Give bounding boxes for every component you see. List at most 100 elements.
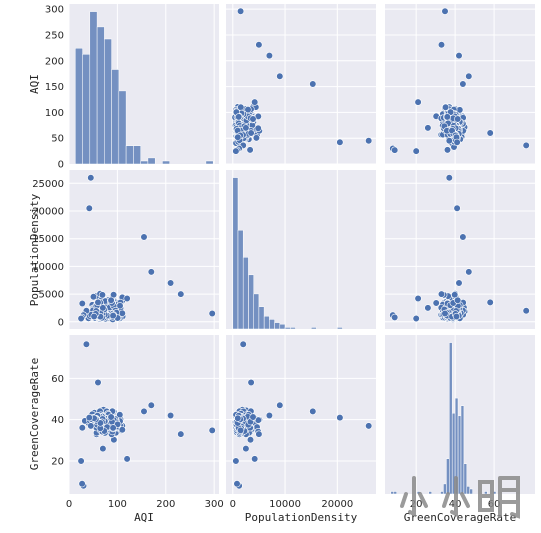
scatter-point (147, 401, 155, 409)
histogram-bar (290, 327, 296, 330)
y-tick-label: 200 (45, 56, 64, 67)
scatter-point (140, 233, 148, 241)
scatter-point (96, 419, 104, 427)
y-axis-label-populationdensity: PopulationDensity (28, 193, 41, 306)
scatter-point (255, 41, 263, 49)
scatter-point (89, 293, 98, 301)
scatter-point (147, 268, 155, 276)
y-tick-label: 250 (45, 30, 64, 41)
scatter-point (246, 436, 255, 444)
scatter-point (232, 457, 240, 465)
scatter-point (437, 290, 446, 298)
histogram-bar (82, 54, 91, 165)
scatter-point (234, 133, 242, 141)
scatter-point (442, 103, 450, 111)
scatter-point (486, 298, 494, 307)
scatter-point (412, 147, 420, 155)
scatter-point (254, 124, 262, 132)
watermark (400, 476, 520, 519)
scatter-point (452, 312, 461, 321)
scatter-point (242, 124, 250, 132)
scatter-point (123, 455, 131, 463)
scatter-point (453, 204, 461, 212)
x-axis-label-greencoveragerate: GreenCoverageRate (404, 511, 517, 524)
scatter-point (107, 413, 115, 421)
scatter-point (309, 80, 317, 88)
scatter-point (391, 146, 399, 154)
x-tick-label: 60 (488, 499, 501, 510)
histogram-bar (96, 26, 105, 165)
scatter-point (167, 411, 175, 420)
scatter-point (437, 41, 446, 49)
histogram-bar (147, 157, 156, 165)
x-tick-label: 20 (410, 499, 423, 510)
scatter-point (522, 307, 530, 315)
scatter-point (459, 80, 467, 88)
x-tick-label: 20000 (321, 499, 353, 510)
histogram-bar (242, 257, 249, 330)
scatter-point (432, 299, 440, 307)
scatter-point (77, 314, 85, 323)
scatter-point (99, 304, 107, 312)
histogram-bar (274, 322, 281, 330)
panel-populationdensity-vs-aqi (68, 170, 219, 329)
y-axis-label-aqi: AQI (28, 74, 41, 94)
histogram-bar (269, 319, 275, 330)
panel-greencoveragerate-vs-greencoveragerate (385, 335, 535, 495)
scatter-point (255, 430, 263, 438)
y-tick-label: 25000 (32, 179, 64, 190)
scatter-point (234, 414, 242, 422)
scatter-point (459, 233, 467, 241)
scatter-point (82, 340, 90, 348)
scatter-point (445, 137, 453, 145)
scatter-point (465, 72, 473, 80)
scatter-point (140, 407, 148, 416)
scatter-point (235, 113, 243, 121)
panel-aqi-vs-populationdensity (226, 4, 376, 165)
histogram-bar (284, 327, 291, 330)
scatter-point (251, 455, 259, 463)
histogram-bar (237, 229, 244, 330)
panel-populationdensity-vs-greencoveragerate (385, 170, 535, 329)
histogram-bar (125, 145, 134, 165)
y-tick-label: 150 (45, 82, 64, 93)
scatter-point (107, 296, 115, 304)
scatter-point (239, 340, 247, 348)
scatter-point (87, 174, 95, 182)
scatter-point (424, 304, 432, 312)
scatter-point (85, 204, 93, 212)
scatter-point (90, 312, 98, 321)
y-tick-label: 20000 (32, 206, 64, 217)
scatter-point (208, 309, 216, 318)
y-tick-label: 40 (51, 415, 64, 426)
histogram-bar (463, 463, 468, 495)
histogram-bar (89, 11, 98, 165)
histogram-bar (428, 491, 432, 495)
scatter-point (445, 174, 453, 182)
y-tick-label: 0 (58, 317, 64, 328)
scatter-point (109, 312, 117, 320)
histogram-bar (248, 274, 254, 330)
y-tick-label: 0 (58, 160, 64, 171)
scatter-point (98, 291, 106, 299)
scatter-point (242, 445, 250, 453)
histogram-bar (279, 323, 286, 330)
scatter-point (249, 413, 257, 421)
y-tick-label: 300 (45, 5, 64, 16)
histogram-bar (104, 38, 112, 165)
scatter-point (486, 129, 494, 137)
scatter-point (252, 134, 260, 142)
scatter-point (276, 72, 284, 80)
histogram-bar (133, 145, 141, 165)
scatter-point (78, 299, 86, 308)
scatter-point (391, 313, 399, 322)
scatter-point (99, 445, 107, 453)
panel-populationdensity-vs-populationdensity (226, 170, 376, 330)
histogram-bar (75, 47, 83, 165)
scatter-point (94, 378, 102, 387)
scatter-point (233, 480, 241, 488)
scatter-point (412, 314, 420, 323)
scatter-point (365, 137, 373, 145)
scatter-point (265, 51, 274, 60)
panel-aqi-vs-greencoveragerate (385, 4, 535, 165)
